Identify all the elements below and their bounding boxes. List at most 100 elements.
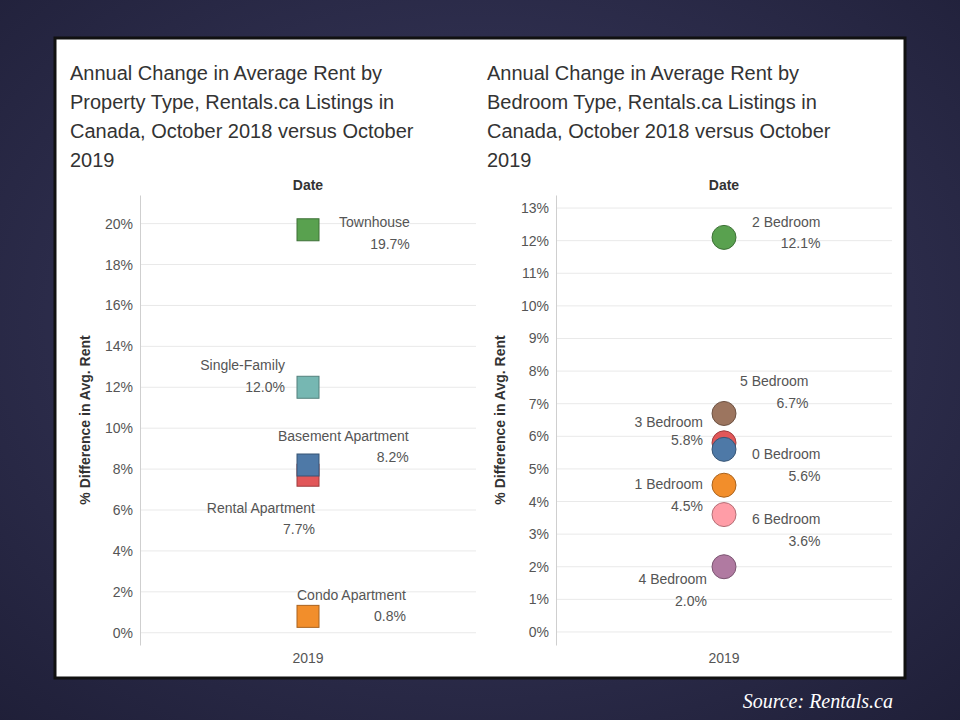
series-label: Condo Apartment xyxy=(297,587,406,603)
chart: Annual Change in Average Rent byProperty… xyxy=(70,62,476,666)
series-label: 6 Bedroom xyxy=(752,511,820,527)
grid-line xyxy=(556,338,892,339)
series-label: Single-Family xyxy=(200,357,285,373)
y-tick: 10% xyxy=(521,298,556,314)
y-tick-label: 1% xyxy=(529,591,549,607)
y-tick: 11% xyxy=(522,265,556,281)
y-axis-title: % Difference in Avg. Rent xyxy=(77,335,93,505)
grid-line xyxy=(140,550,476,551)
y-tick-label: 12% xyxy=(105,379,133,395)
background xyxy=(0,0,960,720)
y-tick-label: 10% xyxy=(105,420,133,436)
data-label: 2.0% xyxy=(675,593,707,609)
marker xyxy=(712,225,736,249)
y-tick-label: 7% xyxy=(529,396,549,412)
y-tick: 1% xyxy=(529,591,556,607)
grid-line xyxy=(556,305,892,306)
panel xyxy=(55,38,905,678)
y-axis: 0%2%4%6%8%10%12%14%16%18%20% xyxy=(105,196,141,646)
y-tick: 9% xyxy=(529,330,556,346)
data-label: 12.1% xyxy=(781,235,821,251)
grid-line xyxy=(556,501,892,502)
data-label: 5.6% xyxy=(789,468,821,484)
y-axis-line xyxy=(556,196,557,646)
data-label: 4.5% xyxy=(671,498,703,514)
y-tick: 8% xyxy=(113,461,140,477)
marks xyxy=(297,219,319,628)
y-tick-label: 2% xyxy=(529,559,549,575)
marker xyxy=(712,555,736,579)
grid-line xyxy=(556,631,892,632)
grid-line xyxy=(140,305,476,306)
title-line: Bedroom Type, Rentals.ca Listings in xyxy=(487,91,817,113)
series-label: 1 Bedroom xyxy=(635,476,703,492)
y-tick-label: 5% xyxy=(529,461,549,477)
y-tick-label: 16% xyxy=(105,297,133,313)
series-label: Rental Apartment xyxy=(207,500,315,516)
grid-line xyxy=(140,346,476,347)
y-tick-label: 8% xyxy=(113,461,133,477)
y-tick: 13% xyxy=(521,200,556,216)
y-tick-label: 8% xyxy=(529,363,549,379)
data-label: 0.8% xyxy=(374,608,406,624)
y-tick: 18% xyxy=(105,257,140,273)
y-tick: 20% xyxy=(105,216,140,232)
grid-line xyxy=(140,264,476,265)
y-tick-label: 12% xyxy=(521,233,549,249)
marks xyxy=(712,225,736,578)
grid-line xyxy=(556,468,892,469)
y-tick: 12% xyxy=(105,379,140,395)
marker xyxy=(297,376,319,398)
y-tick-label: 10% xyxy=(521,298,549,314)
marker xyxy=(712,437,736,461)
y-tick: 6% xyxy=(529,428,556,444)
x-axis-title: Date xyxy=(293,177,324,193)
title-line: 2019 xyxy=(487,149,532,171)
y-tick: 10% xyxy=(105,420,140,436)
y-tick-label: 0% xyxy=(529,624,549,640)
y-tick-label: 0% xyxy=(113,625,133,641)
y-tick-label: 18% xyxy=(105,257,133,273)
y-tick-label: 9% xyxy=(529,330,549,346)
series-label: Townhouse xyxy=(339,214,410,230)
y-tick: 6% xyxy=(113,502,140,518)
series-label: Basement Apartment xyxy=(278,428,409,444)
data-label: 6.7% xyxy=(777,395,809,411)
grid-line xyxy=(556,208,892,209)
grid-line xyxy=(556,371,892,372)
y-tick: 2% xyxy=(113,584,140,600)
grid-line xyxy=(140,632,476,633)
grid xyxy=(556,208,892,632)
data-label: 8.2% xyxy=(377,449,409,465)
y-tick-label: 14% xyxy=(105,338,133,354)
y-tick: 14% xyxy=(105,338,140,354)
series-label: 0 Bedroom xyxy=(752,446,820,462)
y-tick: 5% xyxy=(529,461,556,477)
marker xyxy=(297,605,319,627)
y-axis-title: % Difference in Avg. Rent xyxy=(492,335,508,505)
marker xyxy=(712,401,736,425)
y-tick: 0% xyxy=(529,624,556,640)
grid-line xyxy=(556,534,892,535)
y-axis-line xyxy=(140,196,141,646)
y-tick-label: 6% xyxy=(529,428,549,444)
x-tick-label: 2019 xyxy=(708,650,739,666)
y-tick: 16% xyxy=(105,297,140,313)
data-label: 19.7% xyxy=(370,236,410,252)
y-tick-label: 20% xyxy=(105,216,133,232)
series-label: 4 Bedroom xyxy=(639,571,707,587)
data-label: 12.0% xyxy=(245,379,285,395)
marker xyxy=(297,454,319,476)
series-label: 3 Bedroom xyxy=(635,414,703,430)
marker xyxy=(297,219,319,241)
chart-title: Annual Change in Average Rent byProperty… xyxy=(70,62,414,171)
chart-title: Annual Change in Average Rent byBedroom … xyxy=(487,62,831,171)
series-label: 5 Bedroom xyxy=(740,373,808,389)
x-axis: 2019 xyxy=(708,645,739,666)
title-line: Canada, October 2018 versus October xyxy=(70,120,414,142)
y-tick: 3% xyxy=(529,526,556,542)
grid-line xyxy=(556,273,892,274)
y-tick-label: 4% xyxy=(529,494,549,510)
series-label: 2 Bedroom xyxy=(752,214,820,230)
x-axis: 2019 xyxy=(292,645,323,666)
